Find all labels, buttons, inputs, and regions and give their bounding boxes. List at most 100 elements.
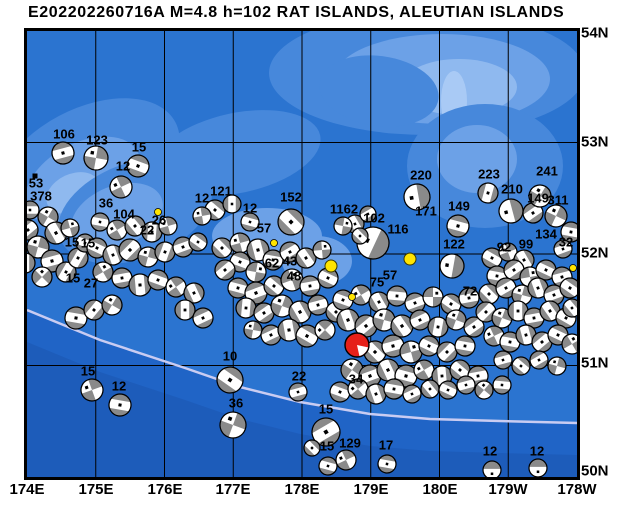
beachball bbox=[498, 198, 524, 224]
beachball bbox=[427, 316, 449, 338]
beachball bbox=[295, 247, 317, 269]
beachball bbox=[454, 335, 476, 357]
beachball bbox=[216, 366, 244, 394]
beachball bbox=[531, 331, 553, 353]
beachball bbox=[102, 244, 124, 266]
beachball bbox=[211, 237, 233, 259]
beachball bbox=[482, 460, 502, 477]
lon-axis-label: 176E bbox=[147, 481, 183, 498]
beachball bbox=[458, 287, 480, 309]
lat-axis-label: 50N bbox=[581, 462, 609, 480]
beachball bbox=[329, 381, 351, 403]
lon-axis-label: 180E bbox=[422, 481, 458, 498]
lat-axis-label: 53N bbox=[581, 133, 609, 151]
station-marker-yellow bbox=[154, 208, 162, 216]
station-marker-yellow bbox=[270, 239, 278, 247]
beachball bbox=[354, 314, 378, 338]
beachball bbox=[288, 382, 308, 402]
beachball bbox=[80, 378, 104, 402]
beachball bbox=[418, 335, 440, 357]
highlighted-beachball bbox=[344, 332, 370, 358]
beachball bbox=[174, 299, 196, 321]
beachball bbox=[562, 298, 577, 318]
beachball bbox=[154, 241, 176, 263]
beachball bbox=[559, 277, 577, 299]
beachball bbox=[303, 439, 321, 457]
beachball bbox=[158, 216, 178, 236]
beachball bbox=[350, 284, 372, 306]
beachball bbox=[312, 240, 332, 260]
lon-axis-label: 177E bbox=[215, 481, 251, 498]
beachball bbox=[165, 276, 187, 298]
beachball bbox=[511, 356, 531, 376]
lon-axis-label: 175E bbox=[78, 481, 114, 498]
beachball bbox=[219, 411, 247, 439]
beachball bbox=[317, 267, 339, 289]
beachball bbox=[295, 324, 319, 348]
beachball bbox=[51, 141, 75, 165]
beachball bbox=[299, 275, 321, 297]
beachball bbox=[402, 384, 422, 404]
beachball bbox=[336, 308, 360, 332]
beachball-layer bbox=[27, 141, 577, 477]
beachball bbox=[27, 252, 36, 274]
beachball bbox=[539, 300, 561, 322]
beachball bbox=[90, 212, 110, 232]
beachball bbox=[477, 182, 499, 204]
event-marker-yellow bbox=[403, 252, 417, 266]
beachball bbox=[493, 350, 513, 370]
beachball bbox=[333, 216, 353, 236]
beachball bbox=[262, 249, 284, 271]
beachball bbox=[137, 246, 159, 268]
lon-axis-label: 178W bbox=[557, 481, 597, 498]
map-canvas: 106 123 15 12 53 378 36 104 26 22 15 15 15 27 121 12 12 1… bbox=[24, 28, 580, 480]
lat-axis-label: 51N bbox=[581, 354, 609, 372]
beachball bbox=[547, 356, 567, 376]
beachball bbox=[463, 316, 485, 338]
beachball bbox=[383, 378, 405, 400]
beachball bbox=[183, 282, 205, 304]
beachball bbox=[60, 218, 80, 238]
beachball bbox=[436, 341, 458, 363]
beachball bbox=[544, 204, 568, 228]
beachball bbox=[31, 266, 53, 288]
beachball bbox=[553, 239, 573, 259]
station-marker-yellow bbox=[569, 264, 577, 272]
beachball bbox=[67, 247, 89, 269]
beachball bbox=[86, 237, 108, 259]
beachball bbox=[229, 232, 251, 254]
beachball bbox=[386, 285, 408, 307]
beachball bbox=[377, 454, 397, 474]
beachball bbox=[529, 350, 549, 370]
beachball bbox=[240, 212, 260, 232]
lat-axis-label: 52N bbox=[581, 244, 609, 262]
beachball bbox=[227, 277, 249, 299]
beachball bbox=[188, 232, 208, 252]
event-marker-yellow bbox=[324, 259, 338, 273]
beachball bbox=[483, 325, 505, 347]
lon-axis-label: 179W bbox=[488, 481, 528, 498]
beachball bbox=[445, 309, 467, 331]
beachball bbox=[260, 324, 282, 346]
bathymetry-map bbox=[27, 31, 577, 477]
beachball bbox=[318, 456, 338, 476]
beachball bbox=[101, 294, 123, 316]
beachball bbox=[243, 320, 263, 340]
beachball bbox=[535, 259, 557, 281]
beachball bbox=[64, 306, 88, 330]
lon-axis-label: 174E bbox=[9, 481, 45, 498]
beachball bbox=[481, 247, 503, 269]
beachball bbox=[55, 261, 77, 283]
beachball bbox=[359, 205, 377, 223]
beachball bbox=[111, 267, 133, 289]
beachball bbox=[192, 206, 212, 226]
beachball bbox=[347, 378, 369, 400]
beachball bbox=[141, 221, 163, 243]
beachball bbox=[422, 286, 444, 308]
beachball bbox=[438, 380, 458, 400]
beachball bbox=[413, 359, 435, 381]
beachball bbox=[246, 238, 270, 262]
beachball bbox=[92, 261, 114, 283]
beachball bbox=[381, 334, 405, 358]
lat-axis-label: 54N bbox=[581, 24, 609, 42]
